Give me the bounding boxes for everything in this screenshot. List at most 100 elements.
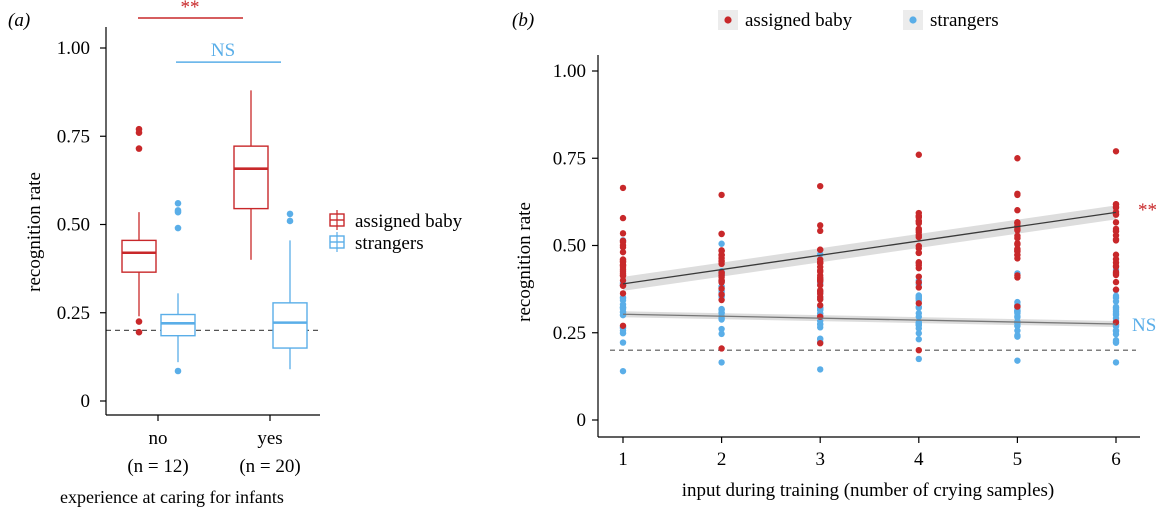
b-point-strangers: [1112, 359, 1120, 366]
b-point-assigned: [619, 230, 627, 237]
b-point-assigned: [817, 296, 824, 303]
a-legend-assigned-label: assigned baby: [355, 211, 463, 232]
b-scatter-points: [619, 148, 1120, 375]
b-point-strangers: [915, 294, 922, 302]
a-axes: 0 0.25 0.50 0.75 1.00 no yes (n = 12) (n…: [24, 27, 320, 507]
b-point-assigned: [718, 278, 725, 285]
b-point-strangers: [1014, 332, 1021, 339]
b-point-assigned: [1014, 191, 1021, 199]
b-fit-lines: [622, 211, 1117, 325]
b-point-strangers: [817, 335, 824, 342]
b-point-assigned: [1014, 255, 1021, 262]
a-box-strangers-1: [272, 210, 308, 370]
b-point-assigned: [1112, 227, 1120, 235]
b-y-ticks: 0 0.25 0.50 0.75 1.00: [553, 61, 586, 431]
b-ytick-4: 1.00: [553, 61, 586, 82]
b-point-strangers: [1014, 357, 1021, 364]
b-point-strangers: [1112, 338, 1120, 346]
a-legend-strangers-label: strangers: [355, 233, 424, 254]
b-ytick-2: 0.50: [553, 236, 586, 257]
b-point-strangers: [718, 240, 725, 247]
b-point-strangers: [1112, 294, 1120, 302]
b-xtick-5: 5: [1013, 449, 1023, 470]
b-point-assigned: [1014, 234, 1021, 242]
b-xtick-4: 4: [914, 449, 924, 470]
panel-b: (b) assigned baby strangers 0 0.25 0.50 …: [512, 10, 1157, 501]
b-point-assigned: [915, 279, 922, 286]
b-point-assigned: [817, 222, 824, 229]
b-point-strangers: [1112, 310, 1120, 317]
b-point-assigned: [915, 212, 922, 219]
b-axes: 0 0.25 0.50 0.75 1.00 1 2 3 4 5 6 input …: [514, 55, 1140, 501]
a-outlier: [174, 367, 182, 375]
b-ytick-1: 0.25: [553, 323, 586, 344]
b-x-ticks: 1 2 3 4 5 6: [618, 449, 1121, 470]
b-point-strangers: [619, 311, 627, 319]
b-point-assigned: [1112, 148, 1120, 155]
b-legend-strangers-label: strangers: [930, 10, 999, 31]
b-xtick-3: 3: [815, 449, 825, 470]
b-point-assigned: [718, 345, 725, 352]
b-point-assigned: [817, 268, 824, 275]
b-point-assigned: [915, 226, 922, 234]
b-y-axis-label: recognition rate: [514, 202, 535, 322]
a-outlier: [286, 210, 294, 218]
a-legend-assigned-key: [329, 210, 345, 230]
a-assigned-significance: **: [181, 0, 200, 18]
b-strangers-significance: NS: [1132, 315, 1156, 336]
b-point-assigned: [718, 296, 725, 304]
a-legend: assigned baby strangers: [329, 210, 463, 254]
a-box-assigned-0: [121, 125, 157, 336]
a-x-axis-label: experience at caring for infants: [60, 487, 284, 507]
b-point-assigned: [718, 285, 725, 292]
a-ytick-1: 0.25: [57, 303, 90, 324]
b-point-assigned: [619, 184, 627, 192]
b-legend: assigned baby strangers: [718, 10, 999, 31]
a-box: [272, 302, 308, 349]
panel-a-label: (a): [8, 10, 30, 31]
b-point-assigned: [817, 340, 824, 347]
b-point-assigned: [817, 182, 824, 190]
b-point-assigned: [1112, 269, 1120, 277]
b-point-assigned: [1014, 219, 1021, 226]
a-xtick-yes: yes: [257, 428, 282, 449]
a-xsub-no: (n = 12): [127, 456, 188, 477]
b-point-strangers: [718, 359, 725, 366]
b-point-assigned: [619, 256, 627, 263]
b-legend-assigned-dot: [724, 16, 732, 24]
a-ytick-4: 1.00: [57, 38, 90, 59]
b-point-strangers: [915, 325, 922, 332]
b-point-strangers: [1112, 331, 1120, 338]
b-point-assigned: [1112, 263, 1120, 270]
a-xsub-yes: (n = 20): [239, 456, 300, 477]
a-box: [233, 145, 269, 210]
a-outlier: [286, 217, 294, 225]
b-point-assigned: [915, 264, 922, 272]
b-point-assigned: [817, 274, 824, 281]
a-ytick-2: 0.50: [57, 215, 90, 236]
b-point-strangers: [619, 294, 627, 302]
b-point-assigned: [619, 322, 627, 329]
b-point-assigned: [619, 263, 627, 271]
b-point-assigned: [817, 302, 824, 309]
b-point-assigned: [718, 257, 725, 264]
b-point-strangers: [619, 339, 627, 346]
b-point-assigned: [1112, 237, 1120, 244]
b-xtick-6: 6: [1111, 449, 1121, 470]
a-box: [121, 239, 157, 273]
b-point-assigned: [1112, 251, 1120, 258]
b-legend-strangers-dot: [909, 16, 917, 24]
b-point-assigned: [915, 231, 922, 239]
a-x-ticks: no yes (n = 12) (n = 20): [127, 428, 300, 477]
b-point-strangers: [718, 325, 725, 333]
b-point-assigned: [817, 246, 824, 253]
b-point-assigned: [619, 270, 627, 277]
a-box-strangers-0: [160, 200, 196, 375]
b-point-assigned: [718, 251, 725, 259]
b-point-strangers: [718, 330, 725, 338]
b-point-assigned: [619, 238, 627, 246]
b-point-assigned: [817, 313, 824, 320]
b-point-assigned: [915, 249, 922, 257]
b-ytick-0: 0: [577, 410, 587, 431]
